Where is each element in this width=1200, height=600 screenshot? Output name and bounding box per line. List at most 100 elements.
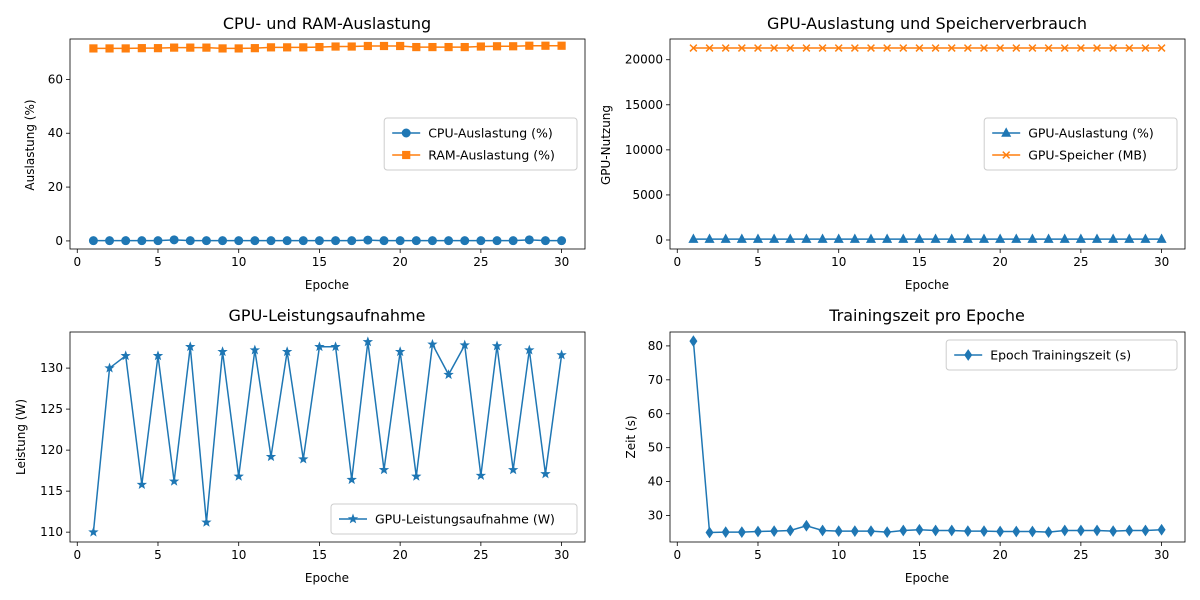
data-point [865, 233, 877, 243]
data-point [541, 41, 550, 50]
data-point [185, 236, 195, 246]
data-point [818, 44, 827, 52]
data-point [557, 236, 567, 246]
x-tick-label: 10 [231, 255, 246, 269]
legend-label: GPU-Speicher (MB) [1028, 148, 1147, 163]
data-point [802, 519, 811, 532]
legend-label: Epoch Trainingszeit (s) [990, 348, 1131, 363]
data-point [137, 44, 146, 53]
legend-item: Epoch Trainingszeit (s) [954, 348, 1131, 363]
y-tick-label: 80 [648, 339, 663, 353]
data-point [947, 44, 956, 52]
data-point [786, 44, 795, 52]
y-tick-label: 110 [40, 525, 63, 539]
data-point [1060, 44, 1069, 52]
data-point [492, 42, 502, 51]
chart-title: GPU-Auslastung und Speicherverbrauch [767, 14, 1087, 33]
data-point [153, 236, 163, 246]
data-point [218, 44, 227, 53]
data-point [234, 44, 243, 53]
data-point [689, 44, 698, 52]
data-point [1044, 44, 1053, 52]
axes-frame [669, 38, 1186, 250]
data-point [266, 43, 276, 52]
data-point [834, 44, 843, 52]
data-point [88, 526, 99, 537]
legend-marker [964, 349, 973, 361]
legend: GPU-Auslastung (%) GPU-Speicher (MB) [983, 117, 1178, 171]
legend-item: GPU-Speicher (MB) [992, 148, 1147, 163]
data-point [524, 235, 534, 245]
data-point [833, 233, 844, 243]
data-point [557, 41, 566, 50]
data-point [460, 42, 469, 52]
data-point [1141, 44, 1150, 52]
legend-item: GPU-Leistungsaufnahme (W) [339, 512, 555, 527]
data-point [1093, 524, 1102, 537]
data-point [363, 41, 372, 51]
x-tick-label: 5 [754, 255, 762, 269]
y-tick-label: 10000 [625, 143, 663, 157]
data-point [995, 233, 1006, 243]
y-tick-label: 125 [40, 402, 63, 416]
x-tick-label: 10 [831, 255, 846, 269]
data-point [152, 350, 164, 361]
series-line [93, 239, 562, 242]
data-point [785, 233, 796, 243]
data-point [1059, 233, 1070, 243]
plot-area: 0 5 10 15 20 25 30 0 20 40 60 CPU-Auslastung (%) RAM… [48, 38, 586, 269]
data-point [1044, 526, 1053, 539]
axes-frame [669, 331, 1186, 543]
data-point [314, 341, 325, 352]
y-axis-label: GPU-Nutzung [599, 105, 613, 185]
data-point [1012, 44, 1021, 52]
data-point [491, 340, 503, 351]
chart-title: GPU-Leistungsaufnahme [229, 306, 426, 325]
data-point [249, 344, 261, 355]
x-tick-label: 5 [154, 548, 162, 562]
x-tick-label: 25 [1073, 255, 1088, 269]
subplot-cpu-ram: CPU- und RAM-Auslastung 0 5 10 15 20 25 30 0 20 4… [23, 14, 586, 292]
data-point [330, 341, 341, 352]
data-point [394, 346, 406, 357]
plot-area: 0 5 10 15 20 25 30 0 5000 10000 15000 20000 GPU-Ausl… [625, 38, 1186, 269]
data-point [883, 44, 892, 52]
data-point [704, 233, 715, 243]
data-point [850, 44, 859, 52]
x-tick-label: 25 [1073, 548, 1088, 562]
data-point [1140, 233, 1151, 243]
data-point [412, 42, 421, 52]
data-point [299, 43, 308, 52]
data-point [947, 524, 956, 537]
data-point [754, 44, 762, 52]
data-point [201, 236, 211, 246]
data-point [362, 336, 374, 347]
legend: CPU-Auslastung (%) RAM-Auslastung (%) [383, 117, 578, 171]
data-point [282, 236, 292, 246]
data-point [298, 453, 309, 464]
data-point [137, 236, 147, 246]
y-axis-label: Auslastung (%) [23, 99, 37, 190]
legend-box [383, 117, 578, 171]
data-point [1027, 233, 1038, 243]
data-point [185, 341, 196, 352]
y-tick-label: 20000 [625, 53, 663, 67]
x-tick-label: 0 [673, 548, 681, 562]
data-point [770, 525, 779, 538]
data-point [721, 526, 730, 539]
axes-frame [69, 331, 586, 543]
x-axis-label: Epoche [305, 571, 349, 585]
x-tick-label: 15 [312, 548, 327, 562]
data-point [849, 233, 860, 243]
y-tick-label: 30 [648, 509, 663, 523]
data-point [265, 451, 277, 462]
data-point [444, 236, 454, 246]
data-point [1108, 233, 1119, 243]
x-tick-label: 15 [312, 255, 327, 269]
data-point [347, 42, 356, 51]
legend-box [945, 339, 1178, 371]
data-point [801, 233, 812, 243]
x-tick-label: 20 [993, 548, 1008, 562]
y-axis-label: Zeit (s) [624, 415, 638, 458]
data-point [1156, 233, 1167, 243]
